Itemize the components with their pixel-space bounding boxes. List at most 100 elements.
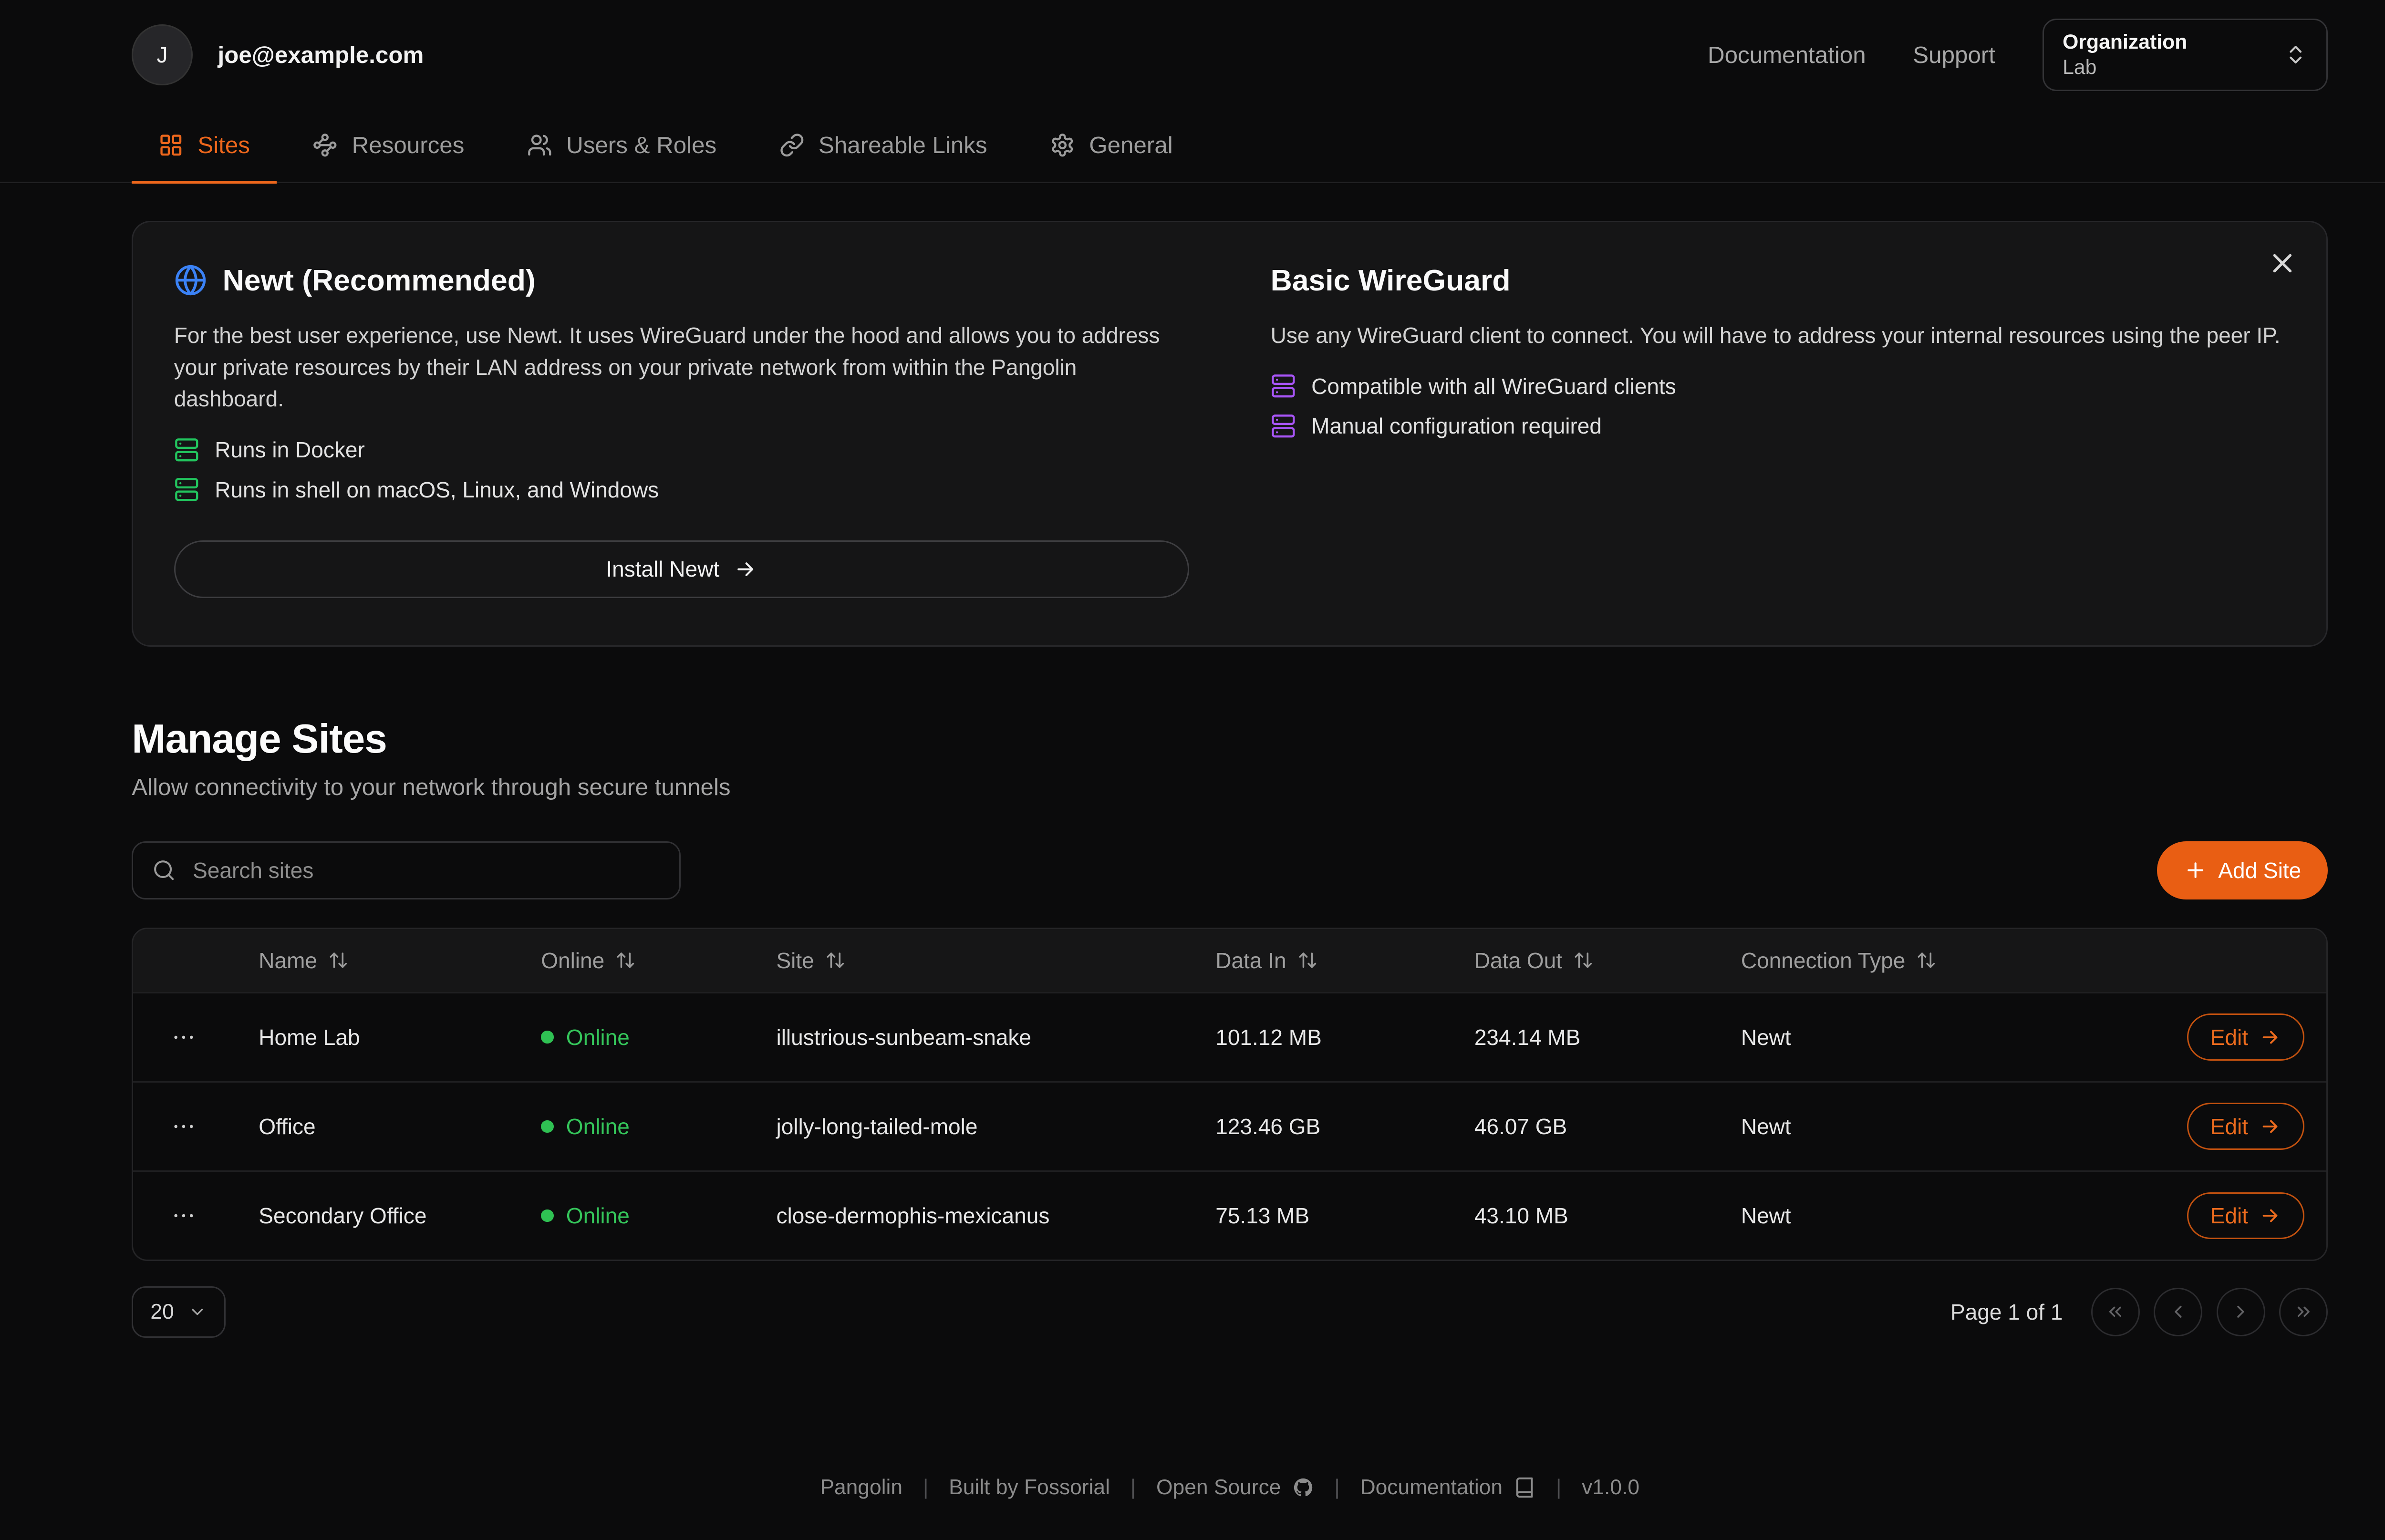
previous-page-button[interactable] xyxy=(2154,1287,2203,1336)
table-row: Office Online jolly-long-tailed-mole 123… xyxy=(133,1081,2327,1170)
footer-label: Open Source xyxy=(1156,1475,1281,1499)
avatar-initial: J xyxy=(156,42,168,68)
next-page-button[interactable] xyxy=(2216,1287,2265,1336)
header-links: Documentation Support Organization Lab xyxy=(1708,19,2328,91)
column-label: Online xyxy=(541,948,605,973)
sort-icon xyxy=(615,950,636,971)
footer-separator: | xyxy=(1334,1475,1340,1499)
footer-built-by: Built by Fossorial xyxy=(949,1476,1110,1499)
documentation-link[interactable]: Documentation xyxy=(1707,41,1866,68)
search-box xyxy=(132,841,681,899)
footer-label: Pangolin xyxy=(820,1475,903,1499)
tab-users-roles[interactable]: Users & Roles xyxy=(500,110,743,184)
sort-icon xyxy=(825,950,846,971)
search-input[interactable] xyxy=(189,856,661,885)
onboarding-card: Newt (Recommended) For the best user exp… xyxy=(132,221,2328,647)
page-size-select[interactable]: 20 xyxy=(132,1286,226,1338)
sort-icon xyxy=(1916,950,1937,971)
row-menu-button[interactable] xyxy=(133,1202,233,1229)
table-header-row: Name Online Site Data In Data Out xyxy=(133,929,2327,992)
edit-button[interactable]: Edit xyxy=(2187,1192,2305,1240)
wireguard-description: Use any WireGuard client to connect. You… xyxy=(1270,322,2281,348)
plus-icon xyxy=(2184,858,2207,882)
feature-label: Manual configuration required xyxy=(1311,413,1602,439)
newt-description: For the best user experience, use Newt. … xyxy=(174,322,1160,412)
feature-item: Runs in shell on macOS, Linux, and Windo… xyxy=(174,477,1189,503)
close-icon[interactable] xyxy=(2267,248,2298,279)
tab-resources[interactable]: Resources xyxy=(286,110,491,184)
feature-item: Compatible with all WireGuard clients xyxy=(1271,373,2286,399)
grid-icon xyxy=(158,133,184,158)
sort-icon xyxy=(1297,950,1318,971)
add-site-button[interactable]: Add Site xyxy=(2157,841,2328,899)
user-email: joe@example.com xyxy=(218,41,424,68)
footer-separator: | xyxy=(1555,1475,1562,1499)
online-label: Online xyxy=(566,1024,630,1050)
column-header-online[interactable]: Online xyxy=(516,948,751,973)
data-in: 123.46 GB xyxy=(1215,1114,1321,1139)
edit-button[interactable]: Edit xyxy=(2187,1013,2305,1061)
online-status: Online xyxy=(516,1203,751,1229)
support-link[interactable]: Support xyxy=(1913,41,1995,68)
arrow-right-icon xyxy=(2259,1026,2281,1048)
edit-button[interactable]: Edit xyxy=(2187,1103,2305,1150)
tab-sites[interactable]: Sites xyxy=(132,110,277,184)
feature-item: Runs in Docker xyxy=(174,437,1189,463)
chevron-down-icon xyxy=(188,1302,207,1321)
user-avatar[interactable]: J xyxy=(132,24,193,85)
row-menu-button[interactable] xyxy=(133,1024,233,1051)
column-header-data-in[interactable]: Data In xyxy=(1191,948,1450,973)
ellipsis-icon xyxy=(170,1202,197,1229)
tab-shareable-links[interactable]: Shareable Links xyxy=(753,110,1014,184)
data-out: 46.07 GB xyxy=(1474,1114,1567,1139)
footer-label: Built by Fossorial xyxy=(949,1475,1110,1499)
terminal-icon xyxy=(174,437,199,463)
column-label: Name xyxy=(259,948,318,973)
chevrons-left-icon xyxy=(2105,1302,2126,1322)
site-name: Secondary Office xyxy=(259,1203,427,1228)
row-actions: Edit xyxy=(2123,1192,2326,1240)
wireguard-features: Compatible with all WireGuard clients Ma… xyxy=(1271,373,2286,439)
online-dot-icon xyxy=(541,1031,554,1044)
online-dot-icon xyxy=(541,1120,554,1133)
table-row: Home Lab Online illustrious-sunbeam-snak… xyxy=(133,992,2327,1081)
newt-column: Newt (Recommended) For the best user exp… xyxy=(174,263,1189,599)
table-row: Secondary Office Online close-dermophis-… xyxy=(133,1170,2327,1260)
footer-version: v1.0.0 xyxy=(1582,1476,1639,1499)
column-label: Connection Type xyxy=(1741,948,1906,973)
page-size-value: 20 xyxy=(150,1300,174,1323)
online-status: Online xyxy=(516,1114,751,1139)
arrow-right-icon xyxy=(734,558,757,581)
wireguard-title: Basic WireGuard xyxy=(1270,263,1511,297)
column-header-site[interactable]: Site xyxy=(751,948,1191,973)
install-newt-button[interactable]: Install Newt xyxy=(174,540,1189,599)
first-page-button[interactable] xyxy=(2091,1287,2140,1336)
tab-label: Users & Roles xyxy=(566,132,717,158)
tab-label: Resources xyxy=(352,132,465,158)
page-indicator: Page 1 of 1 xyxy=(1950,1299,2063,1324)
footer-separator: | xyxy=(923,1475,929,1499)
column-label: Data Out xyxy=(1474,948,1562,973)
chevrons-right-icon xyxy=(2293,1302,2314,1322)
last-page-button[interactable] xyxy=(2279,1287,2328,1336)
wireguard-column: Basic WireGuard Use any WireGuard client… xyxy=(1271,263,2286,598)
chevron-left-icon xyxy=(2168,1302,2188,1322)
organization-selector[interactable]: Organization Lab xyxy=(2042,19,2328,91)
column-header-connection-type[interactable]: Connection Type xyxy=(1716,948,2122,973)
footer-label: v1.0.0 xyxy=(1582,1475,1640,1499)
row-menu-button[interactable] xyxy=(133,1113,233,1140)
row-actions: Edit xyxy=(2123,1013,2326,1061)
footer-documentation-link[interactable]: Documentation xyxy=(1360,1476,1536,1499)
footer-open-source-link[interactable]: Open Source xyxy=(1156,1476,1314,1499)
terminal-icon xyxy=(174,477,199,502)
gear-icon xyxy=(1050,133,1075,158)
feature-label: Runs in Docker xyxy=(215,437,365,463)
pager-buttons xyxy=(2091,1287,2328,1336)
column-header-data-out[interactable]: Data Out xyxy=(1449,948,1716,973)
row-actions: Edit xyxy=(2123,1103,2326,1150)
sort-icon xyxy=(1573,950,1594,971)
feature-label: Runs in shell on macOS, Linux, and Windo… xyxy=(215,477,659,502)
column-header-name[interactable]: Name xyxy=(234,948,516,973)
tab-general[interactable]: General xyxy=(1023,110,1199,184)
connection-type: Newt xyxy=(1741,1114,1791,1139)
